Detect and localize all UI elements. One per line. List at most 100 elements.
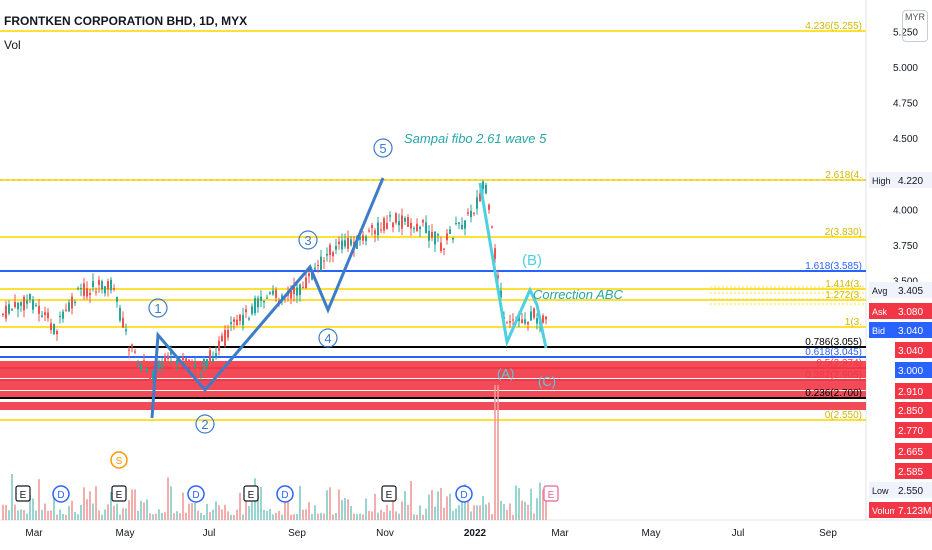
volume-bar <box>461 495 463 520</box>
volume-bar <box>518 488 520 520</box>
candle-body <box>242 314 244 326</box>
volume-bar <box>56 514 58 520</box>
candle-body <box>269 292 271 294</box>
candle-body <box>266 297 268 299</box>
price-badge-value: 2.585 <box>898 467 923 478</box>
candle-body <box>473 212 475 214</box>
price-badge-bg[interactable] <box>895 402 932 418</box>
candle-body <box>290 290 292 299</box>
volume-bar <box>377 512 379 520</box>
price-badge-bg[interactable] <box>895 502 932 518</box>
candle-body <box>365 236 367 241</box>
candle-body <box>176 359 178 365</box>
candle-body <box>47 312 49 319</box>
volume-bar <box>290 514 292 520</box>
candle-body <box>179 365 181 367</box>
price-badge-bg[interactable] <box>895 443 932 459</box>
volume-bar <box>17 510 19 520</box>
dividend-marker-icon[interactable] <box>276 485 294 503</box>
candle-body <box>212 358 214 362</box>
event-marker-label: E <box>386 490 393 501</box>
price-badge-bg[interactable] <box>895 282 932 298</box>
price-badge-value: 2.770 <box>898 426 923 437</box>
candle-body <box>350 239 352 246</box>
price-badge-bg[interactable] <box>895 172 932 188</box>
candle-body <box>260 296 262 301</box>
volume-bar <box>434 506 436 520</box>
dividend-marker-icon[interactable] <box>187 485 205 503</box>
wave-c-label: (C) <box>538 374 556 389</box>
candle-body <box>98 279 100 285</box>
event-marker-label: E <box>248 490 255 501</box>
earnings-marker-icon[interactable] <box>243 485 259 502</box>
symbol-title[interactable]: FRONTKEN CORPORATION BHD, 1D, MYX <box>4 14 248 28</box>
price-badge-bg[interactable] <box>895 383 932 399</box>
volume-bar <box>206 504 208 520</box>
volume-bar <box>473 505 475 520</box>
volume-bar <box>218 505 220 520</box>
candle-body <box>164 356 166 365</box>
time-tick-label: May <box>116 528 135 539</box>
dividend-marker-icon[interactable] <box>52 485 70 503</box>
fib-band <box>0 361 866 368</box>
price-badge-bg[interactable] <box>895 362 932 378</box>
dividend-marker-icon[interactable] <box>455 485 473 503</box>
candle-body <box>410 222 412 229</box>
volume-bar <box>137 510 139 520</box>
candle-body <box>371 225 373 229</box>
candle-body <box>458 222 460 224</box>
price-badge-bg[interactable] <box>895 303 932 319</box>
volume-bar <box>185 512 187 520</box>
split-marker-icon[interactable] <box>110 451 128 469</box>
event-marker-label: D <box>281 490 288 501</box>
volume-bar <box>221 509 223 520</box>
candle-body <box>194 364 196 368</box>
price-badge-bg[interactable] <box>895 463 932 479</box>
candle-body <box>338 241 340 245</box>
price-badge-value: 7.123M <box>898 506 931 517</box>
volume-bar <box>470 511 472 520</box>
volume-bar <box>311 514 313 520</box>
candle-body <box>128 349 130 351</box>
earnings-marker-icon[interactable] <box>15 485 31 502</box>
price-badge-value: 3.040 <box>898 346 923 357</box>
time-tick-label: Nov <box>376 528 394 539</box>
volume-bar <box>497 385 499 520</box>
candle-body <box>233 319 235 322</box>
price-tick-label: 4.000 <box>893 205 918 216</box>
earnings-marker-icon[interactable] <box>543 485 559 502</box>
price-badge-bg[interactable] <box>895 342 932 358</box>
badge-label-bg <box>869 322 895 338</box>
volume-bar <box>95 486 97 520</box>
earnings-marker-icon[interactable] <box>111 485 127 502</box>
volume-bar <box>521 500 523 520</box>
volume-bar <box>494 385 496 520</box>
candle-body <box>143 360 145 365</box>
earnings-marker-icon[interactable] <box>381 485 397 502</box>
candle-body <box>131 344 133 347</box>
candle-body <box>479 193 481 201</box>
price-badge-bg[interactable] <box>895 422 932 438</box>
volume-bar <box>446 496 448 520</box>
volume-bar <box>356 514 358 520</box>
candle-body <box>434 231 436 245</box>
fib-label: 0.382(2.905) <box>805 370 862 381</box>
currency-badge[interactable]: MYR <box>902 10 928 42</box>
candle-body <box>149 377 151 381</box>
candle-body <box>44 312 46 316</box>
fib-label: 0.786(3.055) <box>805 337 862 348</box>
candle-body <box>23 296 25 311</box>
candle-body <box>428 230 430 241</box>
price-badge-bg[interactable] <box>895 482 932 498</box>
candle-body <box>455 223 457 225</box>
price-badge-bg[interactable] <box>895 322 932 338</box>
candle-body <box>236 319 238 326</box>
candle-body <box>206 359 208 366</box>
volume-bar <box>209 512 211 520</box>
volume-bar <box>536 498 538 520</box>
volume-bar <box>395 511 397 520</box>
volume-bar <box>224 504 226 520</box>
candle-body <box>302 286 304 288</box>
